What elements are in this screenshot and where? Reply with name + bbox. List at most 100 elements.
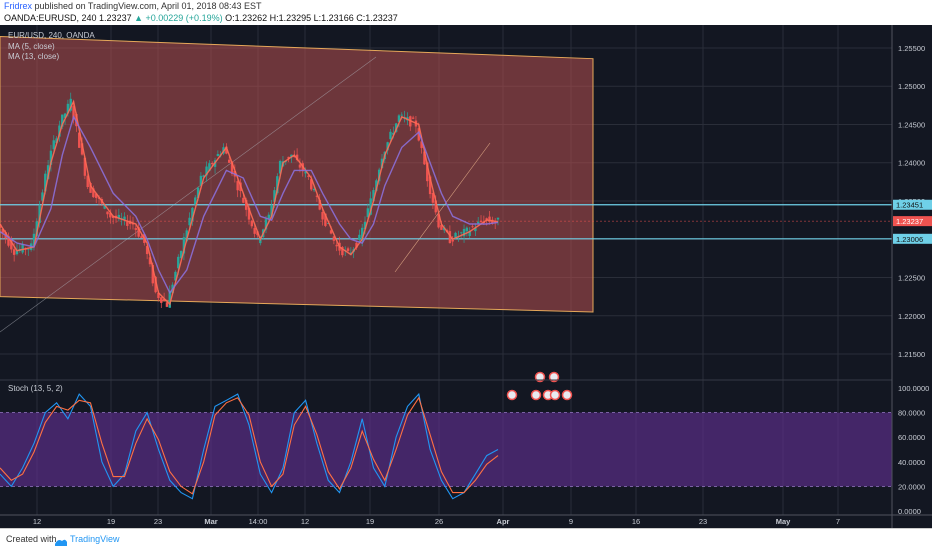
- candle-body: [290, 154, 293, 158]
- candle-body: [321, 212, 324, 220]
- candle-body: [95, 193, 98, 198]
- candle-body: [386, 142, 389, 151]
- time-axis-label: 23: [699, 517, 707, 526]
- candle-body: [247, 207, 251, 220]
- price-axis-label: 1.22000: [898, 312, 925, 321]
- time-axis-label: 19: [107, 517, 115, 526]
- stoch-axis-label: 60.0000: [898, 433, 925, 442]
- stoch-axis-label: 80.0000: [898, 409, 925, 418]
- ma13-line: [0, 114, 499, 295]
- candle-body: [341, 246, 344, 256]
- stoch-d-line: [0, 396, 499, 495]
- time-axis-label: May: [776, 517, 791, 526]
- tradingview-link[interactable]: TradingView: [70, 534, 120, 544]
- time-axis-label: 7: [836, 517, 840, 526]
- time-axis-label: 26: [435, 517, 443, 526]
- candle-body: [434, 200, 437, 213]
- candle-body: [468, 231, 471, 236]
- time-axis-label: 12: [301, 517, 309, 526]
- candle-body: [273, 190, 276, 202]
- candle-body: [394, 123, 398, 132]
- candle-body: [21, 244, 24, 253]
- ma13-legend[interactable]: MA (13, close): [8, 52, 60, 61]
- candle-body: [400, 114, 403, 116]
- candle-body: [103, 205, 106, 209]
- candle-body: [335, 244, 338, 247]
- price-change: ▲ +0.00229 (+0.19%): [134, 13, 223, 23]
- candle-body: [476, 221, 480, 224]
- candle-body: [83, 157, 87, 176]
- candle-body: [420, 141, 423, 149]
- price-axis-label: 1.24500: [898, 120, 925, 129]
- trend-line: [394, 142, 491, 273]
- candle-body: [329, 230, 333, 234]
- event-marker-icon: [506, 389, 518, 401]
- candle-body: [165, 302, 169, 307]
- candle-body: [208, 163, 211, 171]
- chart-canvas[interactable]: 1.255001.250001.245001.240001.235001.230…: [0, 25, 932, 528]
- chart-area[interactable]: 1.255001.250001.245001.240001.235001.230…: [0, 25, 932, 528]
- candle-body: [46, 165, 50, 179]
- candle-body: [360, 227, 364, 241]
- ma5-legend[interactable]: MA (5, close): [8, 42, 55, 51]
- candle-body: [397, 115, 401, 122]
- candle-body: [63, 113, 67, 118]
- candle-body: [454, 232, 457, 239]
- event-marker-icon: [530, 389, 542, 401]
- event-marker-icon: [549, 389, 561, 401]
- candle-body: [225, 146, 228, 154]
- candle-body: [327, 223, 330, 225]
- candle-body: [236, 181, 239, 191]
- candle-body: [80, 143, 84, 155]
- candle-body: [185, 230, 188, 242]
- candle-body: [372, 190, 375, 202]
- candle-body: [349, 252, 353, 254]
- candle-body: [1, 228, 5, 233]
- candle-body: [471, 226, 474, 228]
- stoch-band: [0, 412, 892, 487]
- time-axis-label: Apr: [497, 517, 510, 526]
- candle-body: [177, 256, 180, 269]
- candle-body: [315, 195, 319, 197]
- resistance-price-tag: [893, 199, 932, 210]
- candle-body: [437, 214, 440, 228]
- candle-body: [460, 232, 463, 234]
- candle-body: [32, 233, 36, 246]
- candle-body: [117, 214, 121, 219]
- candle-body: [140, 236, 143, 239]
- candle-body: [448, 231, 452, 244]
- candle-body: [188, 217, 191, 226]
- candle-body: [12, 249, 16, 255]
- candle-body: [66, 103, 70, 114]
- tradingview-logo-icon: [54, 534, 68, 552]
- candle-body: [78, 132, 81, 148]
- ohlc-values: O:1.23262 H:1.23295 L:1.23166 C:1.23237: [225, 13, 398, 23]
- candle-body: [202, 175, 205, 178]
- candle-body: [426, 162, 429, 182]
- candle-body: [109, 213, 112, 218]
- candle-body: [380, 158, 384, 169]
- candle-body: [106, 211, 109, 215]
- candle-body: [375, 180, 378, 191]
- candle-body: [295, 154, 299, 160]
- candle-body: [44, 173, 47, 192]
- symbol-header: OANDA:EURUSD, 240 1.23237 ▲ +0.00229 (+0…: [4, 13, 398, 23]
- stoch-axis-label: 100.0000: [898, 384, 929, 393]
- stoch-legend[interactable]: Stoch (13, 5, 2): [8, 384, 63, 393]
- price-axis-label: 1.25500: [898, 44, 925, 53]
- created-with-label: Created with: [6, 534, 57, 544]
- candle-body: [324, 213, 327, 226]
- candle-body: [179, 250, 183, 259]
- time-axis-label: 19: [366, 517, 374, 526]
- candle-body: [244, 199, 248, 210]
- author-link[interactable]: Fridrex: [4, 1, 33, 11]
- candle-body: [363, 222, 367, 230]
- candle-body: [369, 198, 372, 215]
- candle-body: [55, 138, 58, 144]
- candle-body: [389, 131, 392, 140]
- candle-body: [134, 228, 138, 230]
- candle-body: [41, 192, 44, 201]
- candle-body: [366, 208, 370, 218]
- candle-body: [126, 221, 129, 226]
- price-axis-label: 1.22500: [898, 274, 925, 283]
